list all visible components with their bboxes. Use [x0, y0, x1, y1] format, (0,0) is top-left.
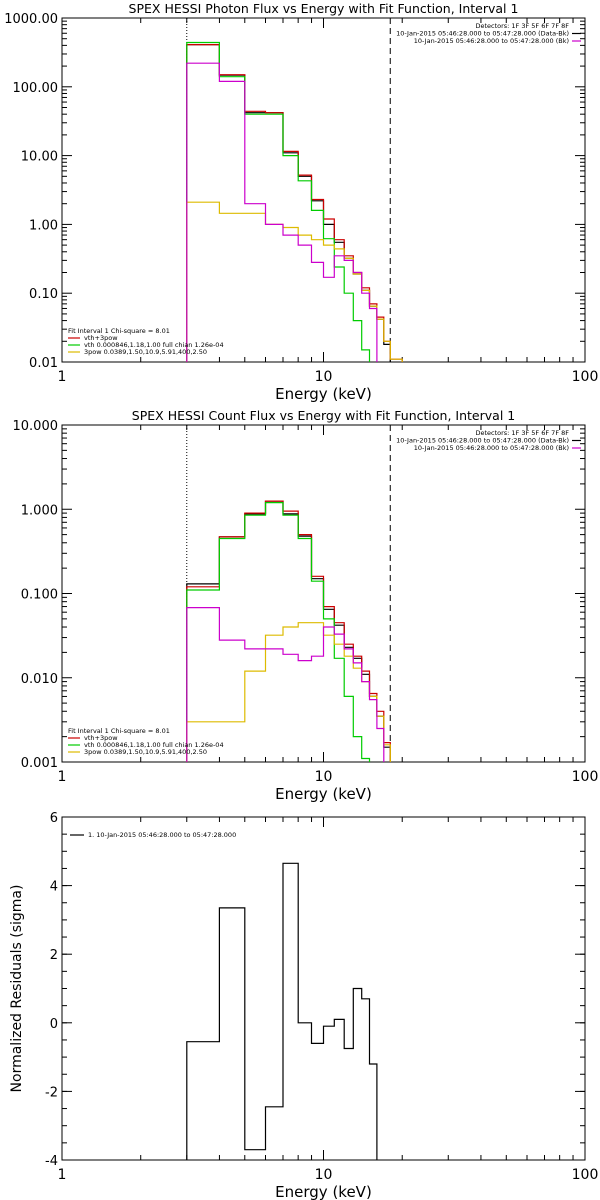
series-group [186, 862, 378, 1160]
y-tick-label: 0.10 [29, 287, 58, 302]
series-line-bk [186, 607, 385, 762]
y-tick-label: 10.000 [13, 419, 59, 434]
legend-entry: Detectors: 1F 3F 5F 6F 7F 8F [475, 429, 569, 437]
series-line-3pow [186, 622, 391, 762]
series-line-data-bk [186, 44, 391, 362]
series-group [186, 41, 403, 362]
legend-entry: Detectors: 1F 3F 5F 6F 7F 8F [475, 22, 569, 30]
y-tick-label: 0.100 [21, 588, 58, 603]
x-tick-label: 10 [315, 769, 333, 785]
plot-frame [61, 17, 586, 363]
x-axis-label: Energy (keV) [275, 1183, 372, 1200]
series-line-vth-3pow [186, 500, 391, 762]
x-axis-label: Energy (keV) [275, 785, 372, 803]
series-line-vth-3pow [186, 44, 403, 362]
chart-title: SPEX HESSI Photon Flux vs Energy with Fi… [129, 1, 519, 16]
series-line-data-bk [186, 500, 391, 762]
x-tick-label: 100 [572, 769, 599, 785]
y-tick-label: 1.00 [29, 218, 58, 233]
legend-entry: Fit Interval 1 Chi-square = 8.01 [68, 727, 170, 735]
x-tick-label: 1 [58, 369, 67, 385]
series-line-vth [186, 41, 371, 362]
y-tick-label: 1000.00 [4, 12, 58, 27]
y-tick-label: 10.00 [21, 150, 58, 165]
x-tick-label: 10 [315, 369, 333, 385]
photon-flux-panel: SPEX HESSI Photon Flux vs Energy with Fi… [4, 1, 598, 403]
y-tick-label: 1.000 [21, 503, 58, 518]
legend-entry: vth+3pow [84, 334, 118, 342]
y-tick-label: 100.00 [13, 81, 59, 96]
series-line-bk [186, 62, 378, 362]
series-line-1-10-jan-2015-05-46-28-000-to-05-47-28-000 [186, 862, 378, 1160]
y-tick-label: -2 [45, 1085, 58, 1100]
y-tick-label: -4 [45, 1154, 58, 1169]
chart-title: SPEX HESSI Count Flux vs Energy with Fit… [132, 408, 515, 423]
legend-entry: 1. 10-Jan-2015 05:46:28.000 to 05:47:28.… [88, 831, 236, 839]
legend-entry: 3pow 0.0389,1.50,10.9,5.91,400,2.50 [84, 348, 207, 356]
y-tick-label: 4 [50, 880, 58, 895]
x-tick-label: 100 [572, 369, 599, 385]
y-tick-label: 6 [50, 811, 58, 826]
residuals-panel: 1 10 100 -4 -2 0 2 4 6 Energy (keV) Normalized Res… [9, 811, 598, 1200]
y-axis-label: Normalized Residuals (sigma) [9, 885, 25, 1093]
x-axis-label: Energy (keV) [275, 385, 372, 403]
legend-entry: 10-Jan-2015 05:46:28.000 to 05:47:28.000… [396, 437, 569, 445]
legend-entry: 3pow 0.0389,1.50,10.9,5.91,400,2.50 [84, 748, 207, 756]
legend-entry: 10-Jan-2015 05:46:28.000 to 05:47:28.000… [414, 444, 569, 452]
legend-entry: vth+3pow [84, 734, 118, 742]
plot-frame [61, 816, 586, 1161]
legend-entry: Fit Interval 1 Chi-square = 8.01 [68, 327, 170, 335]
legend-entry: 10-Jan-2015 05:46:28.000 to 05:47:28.000… [414, 37, 569, 45]
y-tick-label: 0.001 [21, 756, 58, 771]
series-line-vth [186, 502, 371, 762]
x-tick-label: 1 [58, 769, 67, 785]
x-tick-label: 10 [315, 1167, 333, 1183]
y-tick-label: 0.010 [21, 672, 58, 687]
legend-entry: 10-Jan-2015 05:46:28.000 to 05:47:28.000… [396, 30, 569, 38]
y-tick-label: 0 [50, 1017, 58, 1032]
x-tick-label: 1 [58, 1167, 67, 1183]
y-tick-label: 2 [50, 948, 58, 963]
x-tick-label: 100 [572, 1167, 599, 1183]
legend-entry: vth 0.000846,1.18,1.00 full chian 1.26e-… [84, 741, 224, 749]
y-tick-label: 0.01 [29, 356, 58, 371]
legend-entry: vth 0.000846,1.18,1.00 full chian 1.26e-… [84, 341, 224, 349]
count-flux-panel: SPEX HESSI Count Flux vs Energy with Fit… [13, 408, 599, 803]
series-group [186, 500, 391, 762]
